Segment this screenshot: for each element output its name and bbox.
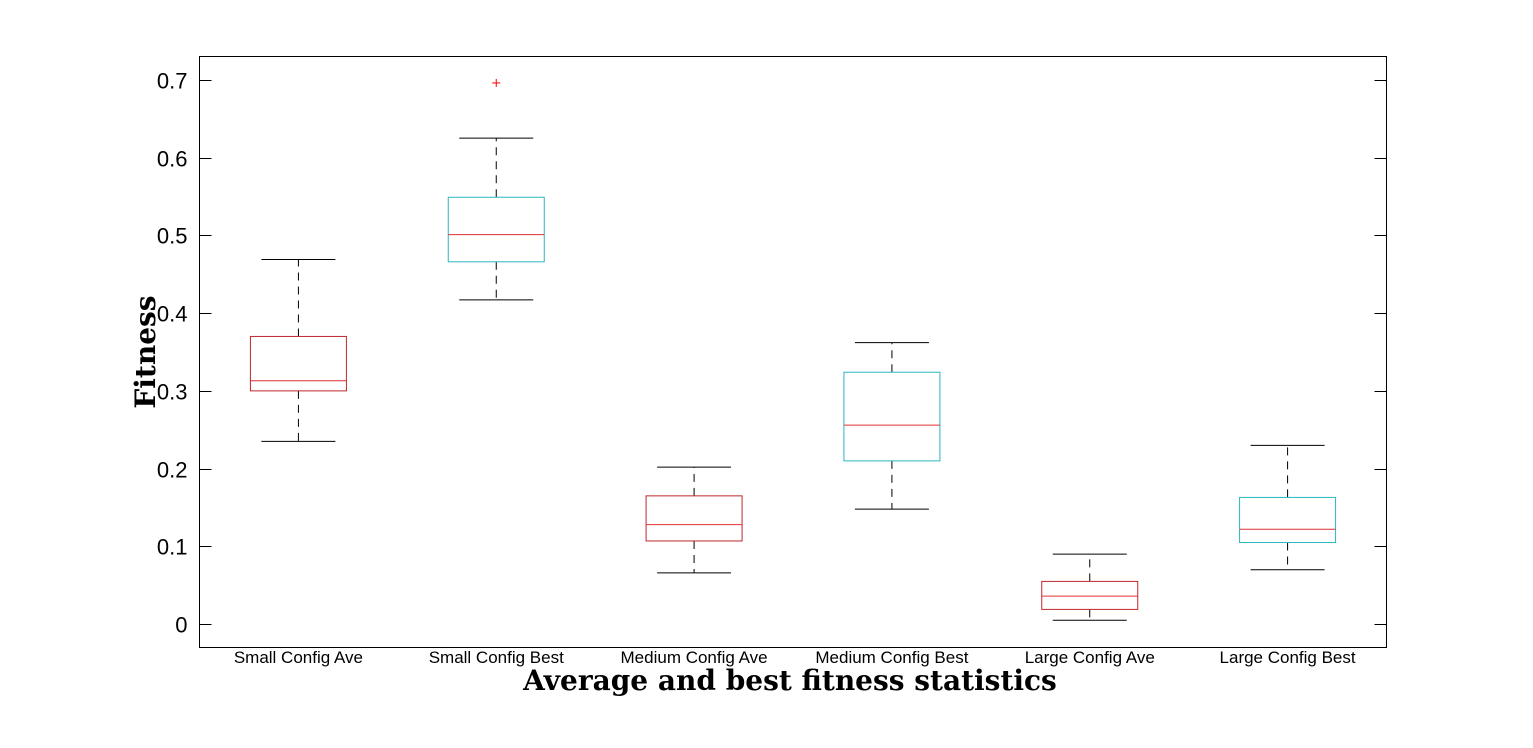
y-axis-title: Fitness: [129, 295, 162, 408]
box-iqr: [1239, 496, 1337, 544]
x-category-label: Small Config Best: [429, 648, 564, 667]
x-category-label: Large Config Best: [1220, 648, 1356, 667]
y-tick-label: 0.3: [157, 380, 188, 405]
box-iqr: [249, 335, 347, 392]
box-iqr: [1041, 580, 1139, 610]
x-axis: Small Config Ave Small Config Best Medium …: [234, 648, 1356, 667]
box-iqr: [843, 371, 941, 462]
box-series: [249, 78, 1337, 621]
box-iqr: [447, 196, 545, 263]
x-category-label: Large Config Ave: [1025, 648, 1155, 667]
x-category-label: Medium Config Best: [815, 648, 968, 667]
y-tick-label: 0.5: [157, 224, 188, 249]
box-small-config-ave: [249, 258, 347, 442]
y-tick-label: 0.7: [157, 69, 188, 94]
y-tick-label: 0.6: [157, 147, 188, 172]
x-category-label: Small Config Ave: [234, 648, 363, 667]
y-tick-label: 0.2: [157, 458, 188, 483]
y-tick-label: 0.1: [157, 535, 188, 560]
x-category-label: Medium Config Ave: [621, 648, 768, 667]
y-tick-label: 0.4: [157, 302, 188, 327]
plot-area-frame: [199, 56, 1387, 648]
box-large-config-ave: [1041, 553, 1139, 621]
box-large-config-best: [1239, 444, 1337, 571]
y-tick-label: 0: [175, 613, 187, 638]
x-axis-title: Average and best fitness statistics: [522, 664, 1057, 697]
box-medium-config-best: [843, 342, 941, 510]
box-iqr: [645, 495, 743, 542]
y-axis: 0 0.1 0.2 0.3 0.4 0.5 0.6 0.7: [157, 69, 1387, 638]
box-small-config-best: [447, 78, 545, 301]
box-medium-config-ave: [645, 466, 743, 574]
